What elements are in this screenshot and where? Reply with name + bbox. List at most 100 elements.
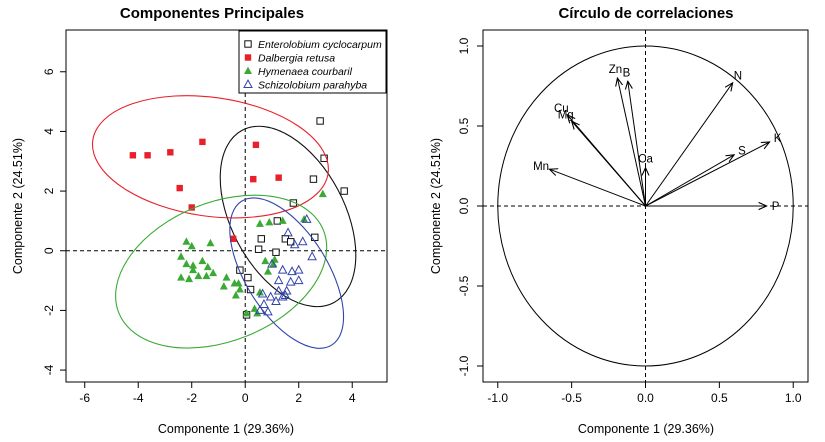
data-point	[309, 175, 318, 183]
legend-marker-dalbergia	[244, 54, 252, 61]
data-point	[253, 308, 262, 317]
circle-title: Círculo de correlaciones	[558, 5, 733, 22]
vector-mn	[549, 169, 646, 207]
data-point	[289, 239, 300, 249]
data-point	[259, 298, 269, 308]
vector-label-cu: Cu	[554, 103, 569, 115]
data-point	[280, 290, 291, 299]
data-point	[318, 189, 327, 198]
x-tick-label: 0.5	[711, 391, 728, 405]
data-point	[199, 138, 206, 146]
data-point	[273, 285, 284, 295]
circle-y-axis-label: Componente 2 (24.51%)	[429, 138, 443, 274]
vector-n	[645, 83, 733, 207]
series-3	[229, 197, 345, 349]
vector-k	[645, 142, 770, 207]
y-tick-label: -2	[42, 305, 56, 316]
data-point	[129, 152, 137, 159]
pca-plot-area	[66, 30, 387, 382]
legend-marker-schizolobium	[243, 79, 253, 88]
data-point	[222, 273, 231, 281]
data-point	[189, 261, 198, 269]
x-tick-label: 0.0	[637, 391, 654, 405]
y-tick-label: -1.0	[457, 355, 471, 376]
data-point	[203, 262, 212, 271]
data-point	[235, 285, 244, 293]
pca-y-axis-label: Componente 2 (24.51%)	[11, 138, 25, 274]
x-tick-label: 2	[295, 391, 302, 405]
y-tick-label: -0.5	[457, 275, 471, 296]
data-point	[234, 279, 243, 287]
data-point	[257, 235, 265, 243]
data-point	[272, 248, 280, 256]
circle-x-axis: -1.0 -0.5 0.0 0.5 1.0	[487, 382, 802, 405]
confidence-ellipse	[229, 197, 345, 349]
y-tick-label: 2	[42, 187, 56, 194]
data-point	[177, 273, 186, 281]
data-point	[273, 275, 284, 285]
data-point	[209, 268, 218, 277]
data-point	[255, 219, 264, 227]
data-point	[194, 271, 203, 280]
pca-x-axis-label: Componente 1 (29.36%)	[158, 422, 294, 436]
legend-label: Enterolobium cyclocarpum	[258, 39, 382, 51]
data-point	[267, 258, 277, 268]
vector-label-n: N	[734, 70, 742, 82]
legend-marker-enterolobium	[244, 40, 252, 48]
y-tick-label: -4	[42, 364, 56, 375]
series-1	[91, 95, 329, 243]
legend-box	[238, 30, 387, 94]
y-tick-label: 6	[42, 68, 56, 75]
series-2	[115, 189, 328, 349]
data-point	[255, 304, 265, 314]
legend-label: Dalbergia retusa	[258, 53, 335, 65]
data-point	[263, 267, 272, 275]
data-point	[187, 241, 196, 250]
vector-label-k: K	[774, 133, 782, 145]
x-tick-label: -0.5	[561, 391, 582, 405]
pca-plot-frame	[65, 29, 388, 383]
data-point	[297, 236, 308, 246]
data-point	[244, 273, 252, 282]
data-point	[250, 175, 257, 183]
pca-legend: Enterolobium cyclocarpum Dalbergia retusa…	[238, 30, 387, 94]
vector-label-s: S	[738, 145, 746, 157]
circle-x-axis-label: Componente 1 (29.36%)	[578, 422, 714, 436]
confidence-ellipse	[91, 95, 329, 219]
data-point	[185, 274, 194, 283]
legend-label: Hymenaea courbaril	[258, 66, 353, 78]
y-tick-label: 0	[42, 247, 56, 254]
x-tick-label: 1.0	[785, 391, 802, 405]
data-point	[206, 238, 215, 247]
x-tick-label: 4	[349, 391, 356, 405]
x-tick-label: 0	[242, 391, 249, 405]
vector-zn	[617, 78, 646, 207]
data-point	[293, 264, 304, 274]
vector-label-ca: Ca	[638, 154, 653, 166]
data-point	[257, 288, 268, 298]
x-tick-label: -6	[79, 391, 90, 405]
vector-label-mn: Mn	[533, 161, 549, 173]
y-tick-label: 1.0	[457, 37, 471, 54]
data-point	[300, 215, 309, 223]
data-point	[252, 141, 260, 149]
data-point	[144, 152, 151, 159]
y-tick-label: 4	[42, 128, 56, 135]
data-point	[189, 265, 198, 274]
pca-title: Componentes Principales	[120, 5, 304, 22]
data-point	[182, 237, 191, 245]
data-point	[320, 154, 328, 162]
data-point	[255, 288, 264, 296]
data-point	[167, 149, 174, 156]
data-point	[277, 291, 288, 301]
data-point	[182, 259, 191, 268]
pca-y-axis: -4 -2 0 2 4 6	[42, 68, 66, 375]
legend-marker-hymenaea	[244, 66, 252, 74]
data-point	[316, 117, 324, 125]
x-tick-label: -1.0	[487, 391, 508, 405]
vector-s	[645, 155, 735, 207]
vector-b	[628, 81, 646, 207]
circle-y-axis: -1.0 -0.5 0.0 0.5 1.0	[457, 37, 483, 376]
data-point	[283, 227, 293, 237]
